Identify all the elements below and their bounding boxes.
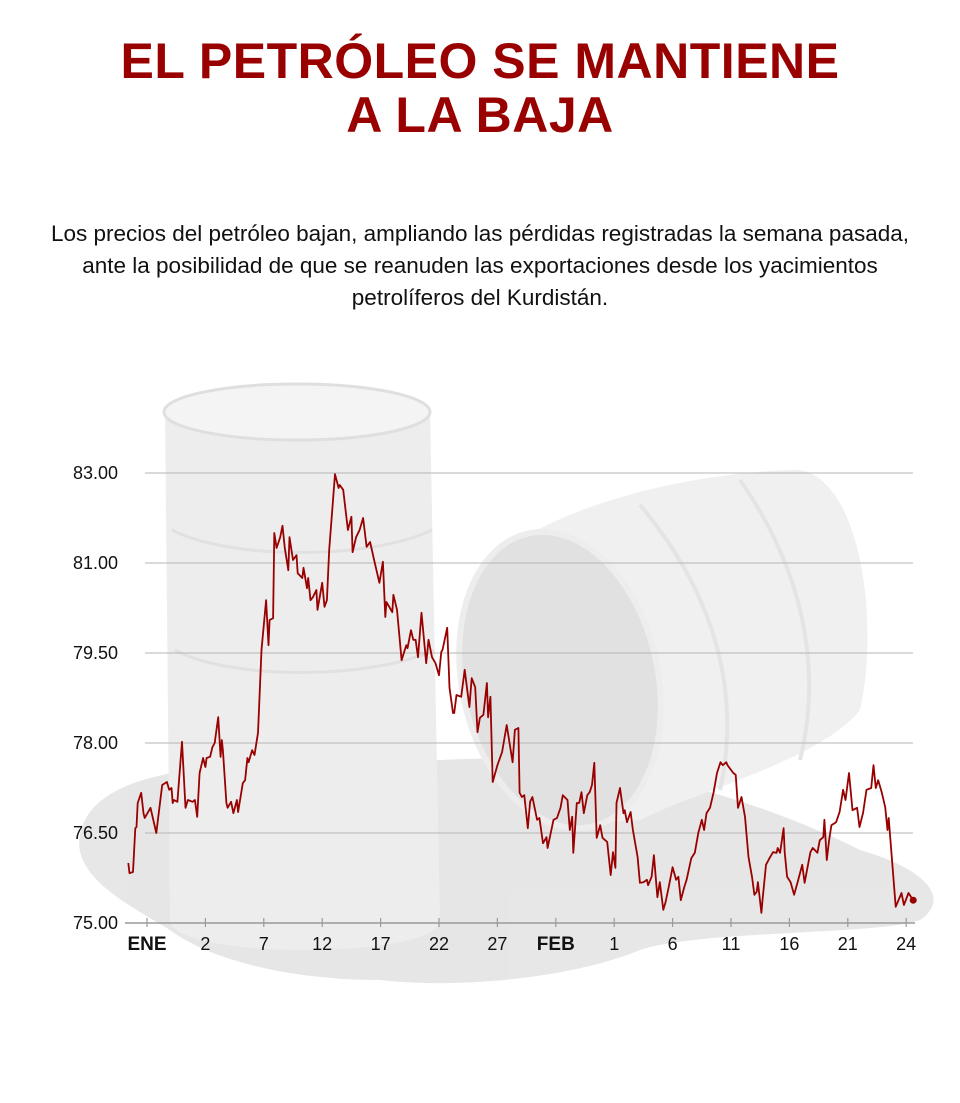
title-line-1: EL PETRÓLEO SE MANTIENE: [120, 33, 840, 89]
series-layer: [127, 473, 917, 914]
grid-lines: [145, 472, 913, 834]
chart-title: EL PETRÓLEO SE MANTIENE A LA BAJA: [0, 34, 960, 142]
x-tick-label: 12: [312, 934, 332, 954]
x-tick-label: 7: [259, 934, 269, 954]
y-tick-label: 81.00: [73, 553, 118, 573]
x-tick-label: 27: [487, 934, 507, 954]
y-axis: 83.00 81.00 79.50 78.00 76.50 75.00: [73, 463, 118, 933]
x-tick-label: 17: [371, 934, 391, 954]
x-tick-label: 16: [779, 934, 799, 954]
barrels-background-illustration: [79, 382, 934, 984]
chart-subtitle: Los precios del petróleo bajan, ampliand…: [50, 221, 910, 310]
x-tick-label: 22: [429, 934, 449, 954]
x-tick-label: 1: [609, 934, 619, 954]
y-tick-label: 83.00: [73, 463, 118, 483]
x-tick-label: 11: [722, 934, 741, 954]
standing-barrel-icon: [165, 387, 440, 950]
x-tick-label: 2: [200, 934, 210, 954]
x-tick-label: FEB: [537, 934, 575, 955]
x-tick-label: 6: [668, 934, 678, 954]
x-tick-label: ENE: [127, 934, 166, 955]
x-tick-label: 21: [838, 934, 858, 954]
x-tick-label: 24: [896, 934, 916, 954]
y-tick-label: 76.50: [73, 823, 118, 843]
last-price-marker: [909, 896, 917, 904]
y-tick-label: 78.00: [73, 733, 118, 753]
title-line-2: A LA BAJA: [346, 87, 614, 143]
y-tick-label: 79.50: [73, 643, 118, 663]
price-line: [127, 473, 914, 914]
y-tick-label: 75.00: [73, 913, 118, 933]
x-axis: ENE 2 7 12 17 22 27 FEB 1 6 11 16 21 24: [125, 918, 916, 955]
